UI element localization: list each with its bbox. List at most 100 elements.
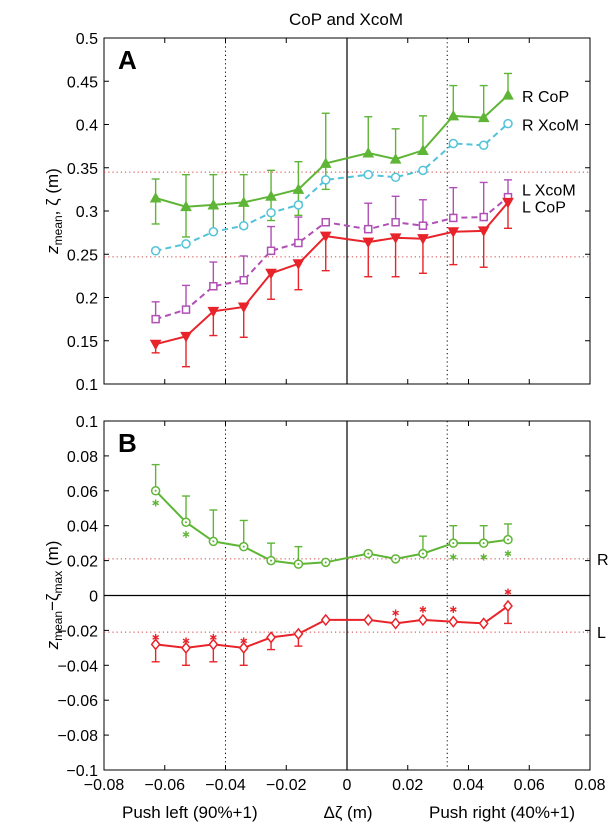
legend-label-r-xcom: R XcoM [522,118,579,135]
panel-a-series-l-xcom-point [266,246,276,256]
panel-a-series-l-cop-point [207,306,220,318]
panel-a-ytick-label: 0.15 [67,334,98,351]
panel-b-series-r [150,463,513,569]
panel-b-series-l-significance-star [209,633,217,641]
panel-b-series-r-significance-star [182,530,190,538]
panel-b-series-r-point-dot [270,559,273,562]
panel-a-series-l-cop-point [477,226,490,237]
panel-a-series-r-cop-point [237,196,250,207]
panel-a-y-ticks: 0.1 0.15 0.2 0.25 0.3 0.35 0.4 0.45 0.5 [67,31,590,394]
panel-a-series-r-cop [149,72,514,238]
panel-b-series-l-significance-star [449,605,457,613]
panel-b-series-l-point [320,613,331,627]
panel-a-series-l-cop [149,197,514,368]
panel-b-ylabel-rest: (m) [43,541,62,571]
panel-a-series-r-xcom-point [150,246,161,256]
panel-a-series-l-cop-point [319,231,332,243]
panel-b-xtick-label: 0.08 [574,777,605,794]
panel-b-side-labels: RL [597,552,609,642]
panel-b-xtick-label: 0.02 [392,777,423,794]
panel-b-series-l-point [266,631,277,644]
panel-a-ytick-label: 0.2 [76,291,98,308]
push-right-label: Push right (40%+1) [429,803,575,822]
panel-b-series-l-significance-star-stroke [240,638,248,644]
panel-b-series-r-point-dot [297,563,300,566]
panel-a-series-r-xcom-point [238,220,249,231]
panel-b-series-r-point [293,559,304,569]
panel-b-series-l-significance-star-stroke [209,635,217,640]
panel-b-series-l-point [363,613,374,627]
panel-b-series-l-point [478,617,489,630]
panel-b-series-l [150,588,513,666]
panel-a-series-r-xcom-point [266,207,276,218]
panel-b-series-r-significance-star-stroke [480,554,488,560]
panel-a-series-r-cop-point [477,111,490,123]
panel-b-series-l-significance-star-stroke [182,638,190,644]
panel-a-series-r-cop-point [180,200,192,212]
panel-b-series-r-point-dot [154,489,157,492]
panel-b-ytick-label: −0.1 [66,763,98,780]
panel-b-series-l-point [150,638,161,651]
panel-b-series-l-significance-star-stroke [449,607,457,612]
panel-b-ytick-label: 0.08 [67,449,98,466]
panel-b-ytick-label: 0.04 [67,519,98,536]
panel-a-series-l-xcom-point [239,275,248,285]
panel-b-xtick-label: 0.06 [514,777,545,794]
panel-b-series-r-significance-star-stroke [449,554,457,560]
panel-a-series-l-xcom-point [181,305,191,314]
panel-a-ytick-label: 0.25 [67,247,98,264]
panel-b-y-axis-label: zmean−ζmax (m) [43,541,65,651]
panel-b-series-r-point [181,517,191,527]
panel-a-reference-lines [104,38,590,384]
panel-a-x-ticks [103,38,591,384]
panel-a-series-r-cop-point [447,109,460,121]
panel-a-series-l-cop-point [502,197,514,209]
panel-b-series-l-point [417,613,428,627]
panel-a-series-l-xcom-point [364,224,373,234]
panel-a-series-l-cop-point [237,302,250,314]
panel-b-y-ticks: −0.1 −0.08 −0.06 −0.04 −0.02 0 0.02 0.04 0.06 0.0… [58,414,590,780]
panel-b-xtick-label: 0.04 [453,777,484,794]
panel-b-series-r-point [478,538,489,548]
side-label-l: L [597,625,606,642]
panel-b-series-r-point [418,548,428,559]
panel-b-xtick-label: 0 [343,777,352,794]
panel-b-series-r-point-dot [185,521,188,524]
panel-a-y-axis-label: zmean, ζ (m) [43,168,65,255]
panel-a-series-r-xcom-point [478,140,489,151]
panel-b-ytick-label: 0.1 [76,414,98,431]
panel-b-reference-lines [104,421,590,770]
panel-a-series-r-xcom-point [418,165,428,176]
panel-a-series-l-cop-point [447,227,460,238]
panel-b-series-r-significance-star [449,553,457,561]
panel-b-ytick-label: 0 [89,589,98,606]
panel-a-series-l-xcom-point [294,238,303,248]
panel-a-series-r-xcom-point [390,172,401,183]
panel-a-series-l-xcom-point [418,221,428,230]
panel-b-series-l-point [390,617,401,630]
panel-b-series-r-significance-star-stroke [152,500,160,506]
panel-a-ytick-label: 0.4 [76,118,98,135]
panel-a-series-r-xcom-point [293,200,304,210]
panel-b-ytick-label: −0.06 [58,693,99,710]
panel-a-series-r-xcom-point [363,169,374,180]
panel-a-series-r-xcom [150,118,513,256]
panel-a-series-r-cop-point [389,153,402,164]
panel-a: 0.1 0.15 0.2 0.25 0.3 0.35 0.4 0.45 0.5 R CoP R X… [43,31,591,394]
panel-a-series-r-cop-point [149,191,162,203]
panel-a-series-r-xcom-point [448,138,459,149]
panel-a-series-l-cop-point [149,339,162,351]
panel-b-series-l-point [448,615,459,628]
panel-a-ytick-label: 0.5 [76,31,98,48]
panel-b-series-r-point-dot [506,538,509,541]
panel-b-series-r-point-dot [394,557,397,560]
panel-b-series-r-point-dot [482,542,485,545]
panel-b-series-r-point [208,536,219,547]
panel-b-series-l-point [238,641,249,655]
panel-a-ylabel-z: z [43,245,62,255]
panel-b: −0.1−0.08−0.06−0.04−0.0200.020.040.060.0… [43,414,609,794]
panel-b-series-l-significance-star [504,588,512,596]
panel-b-series-l-significance-star [392,609,399,617]
panel-a-series-l-xcom-point [321,217,330,227]
panel-b-series-r-point [390,554,401,564]
